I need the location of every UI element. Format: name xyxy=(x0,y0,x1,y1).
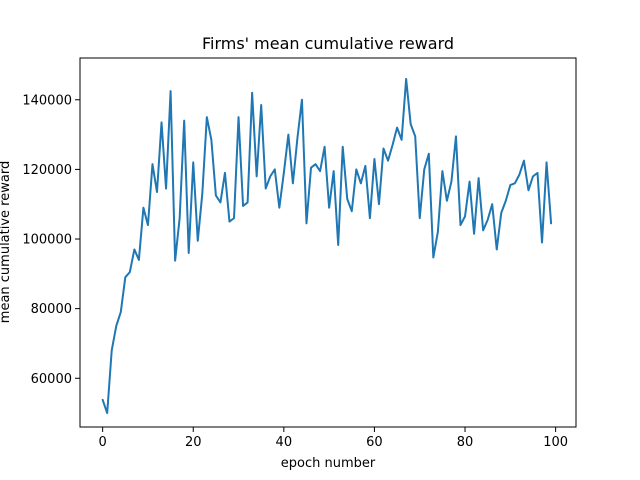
x-tick-label: 80 xyxy=(457,435,474,450)
chart-title: Firms' mean cumulative reward xyxy=(202,34,454,53)
x-tick-label: 40 xyxy=(276,435,293,450)
y-axis-label: mean cumulative reward xyxy=(0,161,13,323)
plot-frame xyxy=(79,57,577,428)
plot-area xyxy=(101,77,553,415)
x-axis-label: epoch number xyxy=(281,456,376,471)
y-axis: 60000 80000 100000 120000 140000 xyxy=(22,93,80,387)
y-tick-label: 140000 xyxy=(22,93,72,108)
x-tick-label: 20 xyxy=(185,435,202,450)
series-line xyxy=(101,77,553,415)
x-tick-label: 60 xyxy=(366,435,383,450)
y-tick-label: 60000 xyxy=(31,372,72,387)
y-tick-label: 120000 xyxy=(22,163,72,178)
x-tick-label: 100 xyxy=(543,435,568,450)
y-tick-label: 80000 xyxy=(31,302,72,317)
x-axis: 0 20 40 60 80 100 xyxy=(99,427,568,450)
y-tick-label: 100000 xyxy=(22,233,72,248)
x-tick-label: 0 xyxy=(99,435,107,450)
